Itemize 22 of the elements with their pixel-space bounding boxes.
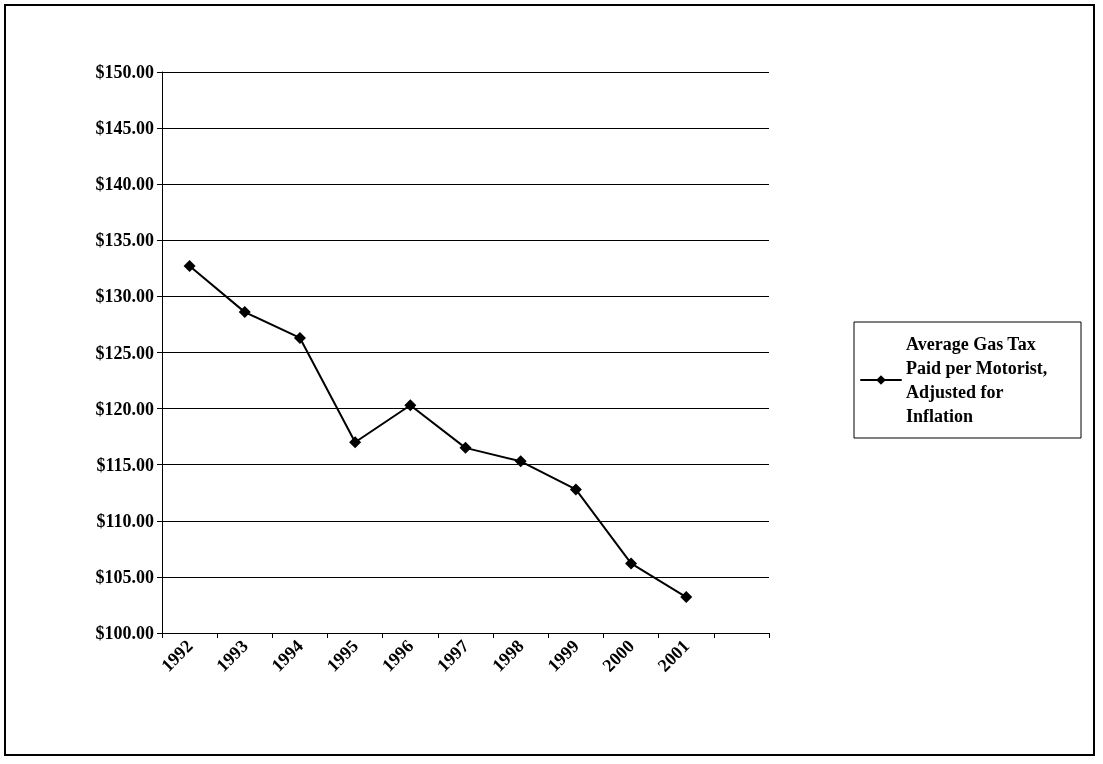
point (349, 436, 362, 449)
point (238, 306, 251, 319)
point (569, 483, 582, 496)
point (404, 399, 417, 412)
y-tick-label: $150.00 (95, 62, 154, 82)
y-tick-label: $145.00 (95, 118, 154, 139)
y-tick-label: $120.00 (95, 398, 154, 419)
y-tick-label: $135.00 (95, 230, 154, 251)
point (625, 557, 638, 570)
point (459, 441, 472, 454)
y-tick-label: $110.00 (96, 510, 154, 531)
y-tick-label: $140.00 (95, 174, 154, 195)
point (293, 331, 306, 344)
y-tick-label: $125.00 (95, 342, 154, 363)
legend-label: Average Gas Tax Paid per Motorist, Adjusted for Inflation (906, 334, 1052, 426)
y-tick-label: $100.00 (95, 623, 154, 643)
point (183, 260, 196, 273)
y-tick-label: $115.00 (96, 454, 154, 475)
y-tick-label: $130.00 (95, 286, 154, 307)
point (680, 591, 693, 604)
y-tick-label: $105.00 (95, 566, 154, 587)
point (514, 455, 527, 468)
